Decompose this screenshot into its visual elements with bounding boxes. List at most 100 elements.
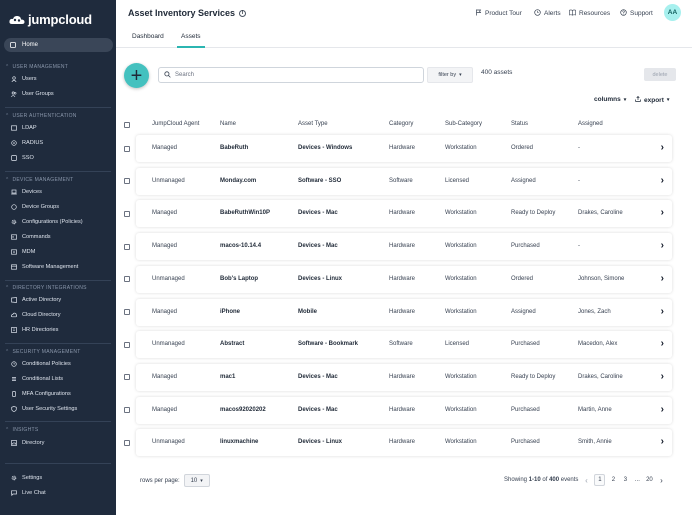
- info-icon[interactable]: i: [239, 9, 247, 17]
- divider: [5, 280, 111, 281]
- table-row[interactable]: Managed macos-10.14.4 Devices - Mac Hardwar…: [136, 233, 672, 261]
- table-row[interactable]: Managed BabeRuthWin10P Devices - Mac Hardwa…: [136, 200, 672, 228]
- chevron-right-icon[interactable]: ›: [660, 305, 664, 317]
- sidebar-item-mfa-configurations[interactable]: MFA Configurations: [11, 391, 71, 397]
- main-content: Asset Inventory Services i Product Tour …: [116, 0, 692, 515]
- jumpcloud-logo[interactable]: jumpcloud: [9, 12, 92, 27]
- filter-by-dropdown[interactable]: filter by ▾: [427, 67, 473, 83]
- export-button[interactable]: export ▾: [635, 96, 669, 104]
- column-header-sub-category[interactable]: Sub-Category: [445, 121, 483, 127]
- sidebar-item-software-management[interactable]: Software Management: [11, 264, 78, 270]
- row-checkbox[interactable]: [124, 309, 130, 315]
- column-header-category[interactable]: Category: [389, 121, 414, 127]
- sidebar-item-ldap[interactable]: LDAP: [11, 125, 37, 131]
- table-row[interactable]: Unmanaged Bob's Laptop Devices - Linux Hard…: [136, 265, 672, 293]
- chevron-right-icon[interactable]: ›: [660, 207, 664, 219]
- table-cell-name: BabeRuth: [220, 145, 249, 151]
- row-checkbox[interactable]: [124, 374, 130, 381]
- chat-icon: [11, 490, 17, 496]
- section-security-management[interactable]: ⌃ SECURITY MANAGEMENT: [5, 349, 81, 355]
- section-user-authentication[interactable]: ⌃ USER AUTHENTICATION: [5, 113, 77, 119]
- sidebar-item-commands[interactable]: Commands: [11, 234, 51, 240]
- sidebar-item-active-directory[interactable]: Active Directory: [11, 297, 61, 303]
- table-row[interactable]: Managed mac1 Devices - Mac Hardware Workstat…: [136, 363, 672, 391]
- select-all-checkbox[interactable]: [124, 122, 130, 128]
- sidebar-item-label: RADIUS: [22, 140, 44, 146]
- sso-icon: [11, 155, 17, 161]
- sidebar-item-cloud-directory[interactable]: Cloud Directory: [11, 312, 61, 318]
- sidebar-item-configurations[interactable]: Configurations (Policies): [11, 219, 83, 225]
- sidebar-item-users[interactable]: Users: [11, 76, 37, 82]
- chevron-right-icon[interactable]: ›: [660, 436, 664, 448]
- sidebar-item-home[interactable]: Home: [4, 38, 113, 52]
- columns-button[interactable]: columns ▾: [594, 96, 626, 103]
- table-cell-assigned: -: [578, 177, 580, 184]
- section-directory-integrations[interactable]: ⌃ DIRECTORY INTEGRATIONS: [5, 285, 87, 291]
- page-2-button[interactable]: 2: [611, 477, 616, 483]
- page-3-button[interactable]: 3: [623, 477, 628, 483]
- resources-link[interactable]: Resources: [569, 9, 610, 18]
- table-cell-jumpcloud-agent: Managed: [152, 308, 178, 315]
- row-checkbox[interactable]: [124, 276, 130, 283]
- sidebar-item-sso[interactable]: SSO: [11, 155, 34, 161]
- row-checkbox[interactable]: [124, 341, 130, 348]
- chevron-right-icon[interactable]: ›: [660, 174, 664, 186]
- chevron-right-icon[interactable]: ›: [660, 272, 664, 284]
- chevron-right-icon[interactable]: ›: [660, 240, 664, 252]
- tab-assets[interactable]: Assets: [177, 33, 205, 48]
- alerts-link[interactable]: Alerts: [534, 9, 561, 18]
- table-row[interactable]: Unmanaged linuxmachine Devices - Linux Hard…: [136, 429, 672, 457]
- page-1-button[interactable]: 1: [594, 474, 606, 486]
- previous-page-button[interactable]: ‹: [585, 475, 588, 485]
- add-asset-button[interactable]: +: [124, 63, 149, 88]
- table-cell-category: Hardware: [389, 406, 416, 413]
- table-row[interactable]: Unmanaged Abstract Software - Bookmark Soft…: [136, 331, 672, 359]
- sidebar-item-user-groups[interactable]: User Groups: [11, 91, 54, 97]
- column-header-status[interactable]: Status: [511, 121, 529, 127]
- support-link[interactable]: Support: [620, 9, 653, 18]
- sidebar-item-radius[interactable]: RADIUS: [11, 140, 43, 146]
- chevron-right-icon[interactable]: ›: [660, 338, 664, 350]
- sidebar-item-devices[interactable]: Devices: [11, 189, 42, 195]
- chevron-right-icon[interactable]: ›: [660, 142, 664, 153]
- table-row[interactable]: Managed macos92020202 Devices - Mac Hardwar…: [136, 396, 672, 424]
- row-checkbox[interactable]: [124, 243, 130, 250]
- table-row[interactable]: Managed iPhone Mobile Hardware Workstation As…: [136, 298, 672, 326]
- sidebar-item-conditional-policies[interactable]: Conditional Policies: [11, 361, 71, 367]
- row-checkbox[interactable]: [124, 439, 130, 446]
- section-device-management[interactable]: ⌃ DEVICE MANAGEMENT: [5, 177, 73, 183]
- table-cell-name: macos-10.14.4: [220, 243, 262, 250]
- table-cell-asset-type: Mobile: [298, 308, 317, 315]
- row-checkbox[interactable]: [124, 145, 130, 152]
- column-header-agent[interactable]: JumpCloud Agent: [152, 121, 200, 127]
- section-user-management[interactable]: ⌃ USER MANAGEMENT: [5, 64, 68, 70]
- row-checkbox[interactable]: [124, 210, 130, 217]
- row-checkbox[interactable]: [124, 178, 130, 185]
- rows-per-page-select[interactable]: 10 ▾: [183, 474, 210, 487]
- sidebar-item-directory-insights[interactable]: Directory: [11, 440, 44, 446]
- section-insights[interactable]: ⌃ INSIGHTS: [5, 427, 39, 433]
- table-row[interactable]: Unmanaged Monday.com Software - SSO Softwar…: [136, 167, 672, 195]
- column-header-assigned[interactable]: Assigned: [578, 121, 603, 127]
- chevron-right-icon[interactable]: ›: [660, 370, 664, 382]
- search-input[interactable]: Search: [158, 67, 424, 83]
- product-tour-link[interactable]: Product Tour: [475, 9, 522, 18]
- sidebar-item-settings[interactable]: Settings: [11, 475, 42, 481]
- sidebar-item-mdm[interactable]: MDM: [11, 249, 35, 255]
- sidebar-item-device-groups[interactable]: Device Groups: [11, 204, 59, 210]
- page-20-button[interactable]: 20: [646, 477, 653, 483]
- sidebar-item-conditional-lists[interactable]: Conditional Lists: [11, 376, 63, 382]
- column-header-name[interactable]: Name: [220, 121, 237, 127]
- tab-dashboard[interactable]: Dashboard: [132, 33, 164, 40]
- avatar[interactable]: AA: [664, 4, 681, 21]
- table-row[interactable]: Managed BabeRuth Devices - Windows Hardware…: [136, 135, 672, 162]
- column-header-asset-type[interactable]: Asset Type: [298, 121, 328, 127]
- sidebar-item-hr-directories[interactable]: HR Directories: [11, 327, 58, 333]
- sidebar-item-live-chat[interactable]: Live Chat: [11, 490, 46, 496]
- next-page-button[interactable]: ›: [660, 475, 663, 485]
- sidebar-item-user-security-settings[interactable]: User Security Settings: [11, 406, 77, 412]
- chevron-right-icon[interactable]: ›: [660, 403, 664, 415]
- row-checkbox[interactable]: [124, 407, 130, 414]
- device-groups-icon: [11, 204, 17, 210]
- delete-button[interactable]: delete: [644, 68, 676, 81]
